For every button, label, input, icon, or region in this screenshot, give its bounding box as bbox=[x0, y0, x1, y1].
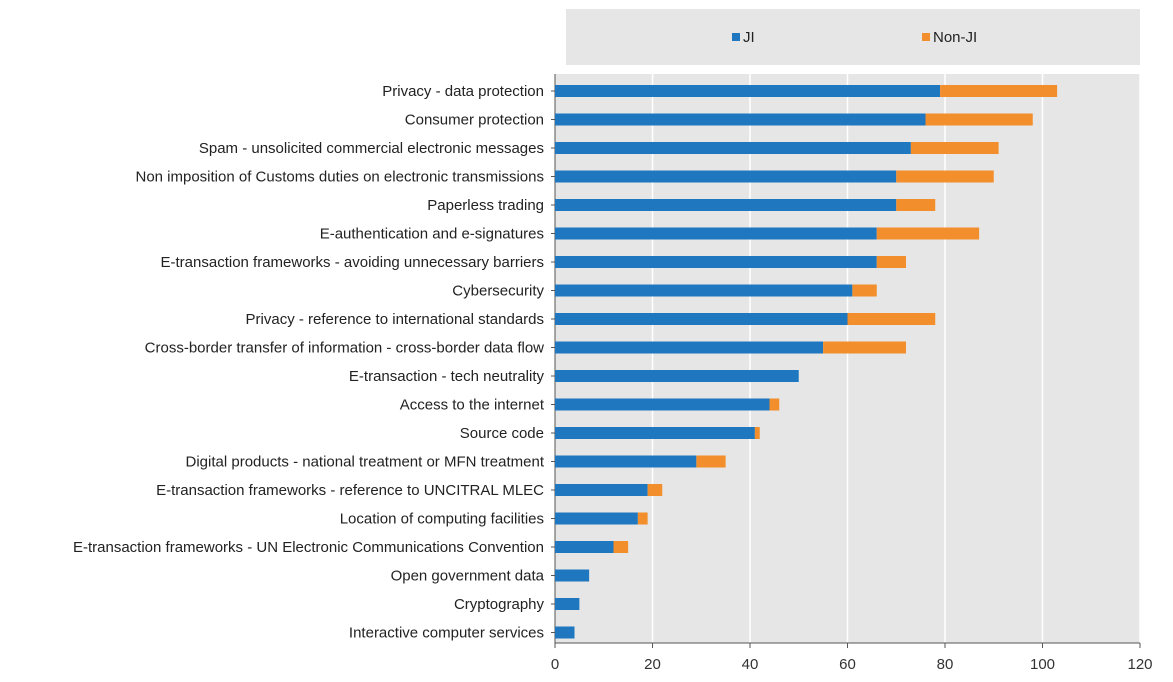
bar-row: Privacy - data protection bbox=[382, 83, 1058, 100]
legend-item-ji: JI bbox=[732, 29, 755, 46]
bar-segment-non-ji bbox=[647, 484, 663, 496]
x-tick-label: 80 bbox=[937, 656, 954, 673]
bar-row: E-transaction frameworks - reference to … bbox=[156, 482, 663, 499]
bar-row: E-transaction frameworks - UN Electronic… bbox=[73, 539, 629, 556]
category-label: Open government data bbox=[391, 568, 545, 585]
category-label: Paperless trading bbox=[427, 197, 544, 214]
legend-swatch bbox=[922, 33, 930, 41]
bar-segment-non-ji bbox=[910, 142, 999, 154]
category-label: Digital products - national treatment or… bbox=[186, 454, 545, 471]
category-label: Cryptography bbox=[454, 596, 545, 613]
legend-label: JI bbox=[743, 29, 755, 46]
bar-row: Spam - unsolicited commercial electronic… bbox=[199, 140, 999, 157]
legend-swatch bbox=[732, 33, 740, 41]
bar-row: Paperless trading bbox=[427, 197, 936, 214]
bar-row: Consumer protection bbox=[405, 112, 1033, 129]
category-label: Interactive computer services bbox=[349, 625, 544, 642]
category-label: Consumer protection bbox=[405, 112, 544, 129]
bar-segment-ji bbox=[555, 227, 877, 240]
bar-row: E-authentication and e-signatures bbox=[320, 226, 980, 243]
category-label: Cross-border transfer of information - c… bbox=[145, 340, 544, 357]
bar-segment-ji bbox=[555, 484, 648, 496]
bar-segment-ji bbox=[555, 341, 824, 354]
bar-segment-ji bbox=[555, 85, 941, 97]
bar-segment-non-ji bbox=[613, 541, 629, 553]
category-label: Spam - unsolicited commercial electronic… bbox=[199, 140, 544, 157]
category-label: Cybersecurity bbox=[452, 283, 544, 300]
bar-segment-ji bbox=[555, 512, 638, 525]
bar-segment-ji bbox=[555, 569, 590, 582]
bar-row: E-transaction - tech neutrality bbox=[349, 368, 799, 385]
category-label: E-transaction frameworks - UN Electronic… bbox=[73, 539, 544, 556]
bar-segment-ji bbox=[555, 398, 770, 411]
x-tick-label: 100 bbox=[1030, 656, 1055, 673]
bar-segment-ji bbox=[555, 199, 897, 211]
bar-segment-ji bbox=[555, 284, 853, 297]
bar-segment-non-ji bbox=[637, 512, 648, 525]
bar-segment-non-ji bbox=[852, 284, 877, 297]
category-label: E-authentication and e-signatures bbox=[320, 226, 544, 243]
bar-segment-non-ji bbox=[940, 85, 1058, 97]
legend-label: Non-JI bbox=[933, 29, 977, 46]
bar-segment-ji bbox=[555, 113, 926, 126]
category-label: E-transaction - tech neutrality bbox=[349, 368, 545, 385]
bar-segment-non-ji bbox=[847, 313, 936, 325]
bar-row: Privacy - reference to international sta… bbox=[246, 311, 936, 328]
category-label: E-transaction frameworks - avoiding unne… bbox=[161, 254, 545, 271]
category-label: Privacy - data protection bbox=[382, 83, 544, 100]
bar-row: Open government data bbox=[391, 568, 590, 585]
category-label: E-transaction frameworks - reference to … bbox=[156, 482, 544, 499]
bar-segment-ji bbox=[555, 256, 877, 268]
bar-row: Location of computing facilities bbox=[340, 511, 648, 528]
bar-segment-ji bbox=[555, 313, 848, 325]
bar-segment-non-ji bbox=[925, 113, 1033, 126]
bar-segment-non-ji bbox=[754, 427, 760, 439]
x-tick-label: 0 bbox=[551, 656, 559, 673]
bar-segment-ji bbox=[555, 370, 799, 382]
legend-background bbox=[566, 9, 1140, 65]
bar-row: Interactive computer services bbox=[349, 625, 575, 642]
bar-row: Non imposition of Customs duties on elec… bbox=[135, 169, 994, 186]
bar-segment-non-ji bbox=[896, 199, 936, 211]
bar-row: Cryptography bbox=[454, 596, 580, 613]
category-label: Source code bbox=[460, 425, 544, 442]
x-tick-label: 20 bbox=[644, 656, 661, 673]
bar-segment-ji bbox=[555, 170, 897, 183]
bar-row: Source code bbox=[460, 425, 760, 442]
x-tick-label: 60 bbox=[839, 656, 856, 673]
bar-row: Cybersecurity bbox=[452, 283, 877, 300]
bar-segment-ji bbox=[555, 541, 614, 553]
category-label: Privacy - reference to international sta… bbox=[246, 311, 544, 328]
category-label: Location of computing facilities bbox=[340, 511, 544, 528]
category-label: Access to the internet bbox=[400, 397, 545, 414]
legend-item-non-ji: Non-JI bbox=[922, 29, 977, 46]
category-label: Non imposition of Customs duties on elec… bbox=[135, 169, 544, 186]
bar-segment-non-ji bbox=[696, 455, 726, 468]
bar-segment-ji bbox=[555, 626, 575, 639]
x-tick-label: 40 bbox=[742, 656, 759, 673]
bar-row: E-transaction frameworks - avoiding unne… bbox=[161, 254, 906, 271]
bar-segment-non-ji bbox=[769, 398, 780, 411]
x-tick-label: 120 bbox=[1127, 656, 1152, 673]
bar-segment-non-ji bbox=[823, 341, 906, 354]
bar-segment-non-ji bbox=[876, 227, 980, 240]
bar-segment-non-ji bbox=[876, 256, 906, 268]
bar-segment-ji bbox=[555, 455, 697, 468]
bar-row: Digital products - national treatment or… bbox=[186, 454, 726, 471]
bar-row: Cross-border transfer of information - c… bbox=[145, 340, 906, 357]
bar-row: Access to the internet bbox=[400, 397, 780, 414]
bar-segment-ji bbox=[555, 598, 580, 610]
bar-segment-ji bbox=[555, 142, 911, 154]
bar-segment-non-ji bbox=[896, 170, 994, 183]
bar-segment-ji bbox=[555, 427, 755, 439]
